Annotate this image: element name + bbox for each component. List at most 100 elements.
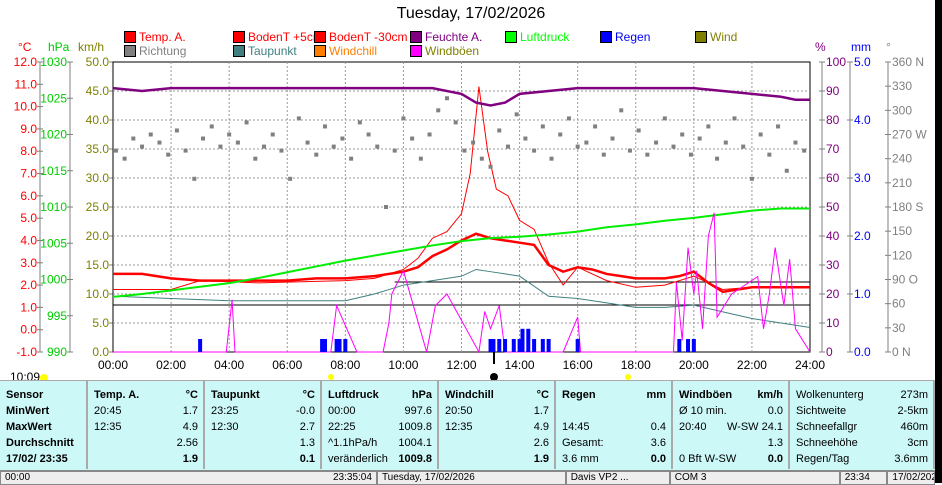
direction-point	[253, 156, 258, 161]
direction-point	[584, 140, 589, 145]
tick-label: 50	[826, 200, 840, 214]
legend-item: Richtung	[124, 44, 186, 58]
cell-value: 0.0	[650, 453, 666, 465]
tick-label: 300	[892, 103, 912, 117]
column-header: Windchill	[445, 389, 494, 401]
direction-point	[749, 176, 754, 181]
direction-point	[715, 156, 720, 161]
cell-label: 12:35	[445, 421, 473, 433]
legend-swatch	[233, 31, 245, 43]
series-temp-a-	[113, 232, 810, 294]
series-line	[112, 207, 810, 298]
cell-value: 3.6mm	[894, 453, 928, 465]
legend-item: Wind	[695, 30, 737, 44]
direction-point	[758, 132, 763, 137]
direction-point	[444, 96, 449, 101]
tick-label: 5.0	[854, 55, 871, 69]
cell-value: 0.1	[299, 453, 315, 465]
direction-point	[131, 136, 136, 141]
cell-label: 20:40	[679, 421, 707, 433]
tick-label: 0	[826, 345, 833, 359]
legend-swatch	[124, 31, 136, 43]
rain-bar	[491, 339, 496, 352]
tick-label: 210	[892, 176, 912, 190]
column-unit: °C	[185, 389, 198, 401]
direction-point	[140, 144, 145, 149]
direction-point	[244, 120, 249, 125]
rain-bar	[691, 339, 696, 352]
tick-label: 180 S	[892, 200, 923, 214]
legend-item: Luftdruck	[505, 30, 569, 44]
rain-bar	[497, 339, 502, 352]
sunrise-marker	[40, 374, 48, 380]
noon-marker	[490, 373, 498, 380]
direction-point	[671, 144, 676, 149]
tick-label: 1025	[40, 91, 67, 105]
direction-point	[122, 156, 127, 161]
direction-point	[532, 148, 537, 153]
cell-label: 20:50	[445, 405, 473, 417]
axis-unit-label: %	[815, 40, 826, 54]
x-tick-label: 00:00	[98, 358, 128, 372]
direction-point	[793, 140, 798, 145]
cell-label: veränderlich	[328, 453, 388, 465]
direction-point	[418, 156, 423, 161]
direction-point	[462, 148, 467, 153]
cell-value: 1.3	[299, 437, 315, 449]
direction-point	[662, 116, 667, 121]
direction-point	[741, 144, 746, 149]
direction-point	[113, 148, 118, 153]
cell-value: 2.6	[533, 437, 549, 449]
stats-column: Luftdruck hPa 00:00 997.6 22:25 1009.8 ^1.1hPa…	[322, 381, 439, 469]
cell-label: 3.6 mm	[562, 453, 599, 465]
series-bodent-5cm	[113, 86, 810, 291]
cell-value: 997.6	[404, 405, 432, 417]
tick-label: 3.0	[854, 171, 871, 185]
rain-bar	[343, 339, 348, 352]
tick-label: 30	[826, 258, 840, 272]
direction-point	[174, 128, 179, 133]
cell-label: 12:30	[211, 421, 239, 433]
direction-point	[723, 140, 728, 145]
tick-label: 150	[892, 224, 912, 238]
direction-point	[357, 120, 362, 125]
tick-label: 6.0	[20, 189, 37, 203]
tick-label: 8.0	[20, 144, 37, 158]
tick-label: 30	[892, 321, 906, 335]
column-header: Regen	[562, 389, 596, 401]
direction-point	[680, 132, 685, 137]
x-tick-label: 22:00	[737, 358, 767, 372]
cell-label: 22:25	[328, 421, 356, 433]
legend-label: Temp. A.	[139, 30, 186, 44]
legend-swatch	[505, 31, 517, 43]
direction-point	[392, 148, 397, 153]
axis-2: 0.0 5.0 10.0 15.0 20.0 25.0 30.0 35.0 40.0 45.0 50…	[86, 55, 115, 359]
series-luftdruck	[112, 207, 810, 298]
gust-line	[113, 212, 811, 354]
cell-value: 4.9	[533, 421, 549, 433]
tick-label: 0.0	[854, 345, 871, 359]
direction-point	[183, 148, 188, 153]
tick-label: 35.0	[86, 142, 110, 156]
direction-point	[192, 176, 197, 181]
tick-label: 0.0	[20, 323, 37, 337]
direction-point	[323, 124, 328, 129]
rain-bar	[488, 339, 493, 352]
status-start: 00:00	[5, 472, 31, 483]
rain-bar	[532, 339, 537, 352]
cell-value: 2.7	[299, 421, 315, 433]
tick-label: 5.0	[92, 316, 109, 330]
direction-point	[270, 132, 275, 137]
direction-point	[148, 132, 153, 137]
tick-label: 1000	[40, 273, 67, 287]
direction-point	[784, 168, 789, 173]
axis-unit-label: °C	[18, 40, 32, 54]
direction-point	[479, 156, 484, 161]
axis-4: 0.0 1.0 2.0 3.0 4.0 5.0	[847, 55, 871, 359]
tick-label: 70	[826, 142, 840, 156]
series-feuchte-a-	[112, 86, 810, 107]
column-unit: mm	[646, 389, 666, 401]
column-unit: °C	[302, 389, 315, 401]
legend-label: Luftdruck	[520, 30, 570, 44]
cell-value: 2.56	[176, 437, 198, 449]
